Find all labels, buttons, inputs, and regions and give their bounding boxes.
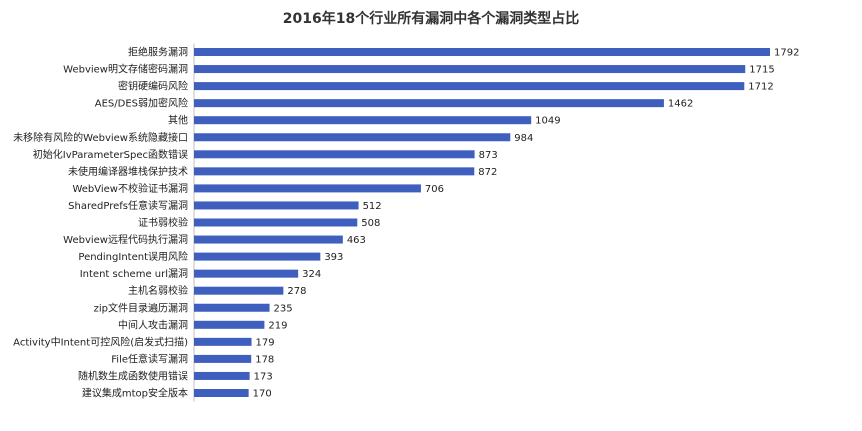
value-label: 393 — [324, 252, 343, 263]
bar — [194, 65, 746, 74]
value-label: 1712 — [748, 82, 773, 93]
value-label: 1462 — [668, 99, 693, 110]
value-label: 872 — [478, 167, 497, 178]
category-label: 主机名弱校验 — [128, 284, 188, 297]
bar — [194, 48, 770, 56]
category-label: PendingIntent误用风险 — [78, 250, 188, 263]
bar — [194, 235, 343, 244]
bars-group: 拒绝服务漏洞 1792 Webview明文存储密码漏洞 1715 密钥硬编码风险 1712… — [13, 46, 799, 400]
bar — [194, 337, 252, 346]
category-label: File任意读写漏洞 — [111, 352, 188, 365]
category-label: Activity中Intent可控风险(启发式扫描) — [13, 335, 188, 348]
bar — [194, 354, 252, 363]
bar — [194, 82, 745, 91]
category-label: 未移除有风险的Webview系统隐藏接口 — [13, 131, 188, 144]
value-label: 179 — [256, 337, 275, 348]
value-label: 235 — [274, 303, 293, 314]
category-label: Intent scheme url漏洞 — [80, 268, 188, 280]
category-label: AES/DES弱加密风险 — [95, 97, 188, 110]
value-label: 324 — [302, 269, 321, 280]
bar — [194, 167, 475, 176]
category-label: zip文件目录遍历漏洞 — [94, 301, 188, 314]
bar — [194, 184, 421, 193]
value-label: 170 — [253, 389, 272, 400]
category-label: SharedPrefs任意读写漏洞 — [68, 199, 188, 212]
value-label: 1049 — [535, 116, 560, 127]
bar — [194, 320, 265, 329]
category-label: 其他 — [168, 114, 188, 127]
value-label: 1792 — [774, 48, 799, 59]
value-label: 873 — [479, 150, 498, 161]
category-label: 中间人攻击漏洞 — [118, 318, 188, 331]
bar — [194, 116, 532, 125]
bar — [194, 201, 359, 210]
category-label: Webview远程代码执行漏洞 — [63, 233, 188, 246]
category-label: 密钥硬编码风险 — [118, 80, 188, 93]
value-label: 178 — [255, 354, 274, 365]
category-label: Webview明文存储密码漏洞 — [63, 63, 188, 76]
bar — [194, 286, 284, 295]
category-label: 初始化IvParameterSpec函数错误 — [33, 148, 188, 161]
value-label: 463 — [347, 235, 366, 246]
category-label: 随机数生成函数使用错误 — [78, 369, 188, 382]
bar — [194, 218, 358, 227]
value-label: 219 — [268, 320, 287, 331]
category-label: 建议集成mtop安全版本 — [82, 387, 188, 400]
value-label: 706 — [425, 184, 444, 195]
value-label: 512 — [363, 201, 382, 212]
bar — [194, 133, 511, 142]
category-label: 证书弱校验 — [138, 216, 188, 229]
category-label: 拒绝服务漏洞 — [128, 46, 188, 59]
bar — [194, 99, 664, 108]
category-label: WebView不校验证书漏洞 — [72, 182, 188, 195]
bar — [194, 252, 321, 261]
category-label: 未使用编译器堆栈保护技术 — [68, 165, 188, 178]
value-label: 1715 — [749, 65, 774, 76]
bar — [194, 389, 249, 397]
value-label: 278 — [287, 286, 306, 297]
value-label: 984 — [514, 133, 533, 144]
bar — [194, 150, 475, 159]
chart-title: 2016年18个行业所有漏洞中各个漏洞类型占比 — [282, 11, 580, 27]
bar — [194, 303, 270, 312]
bar — [194, 269, 299, 278]
value-label: 173 — [254, 371, 273, 382]
bar — [194, 371, 250, 380]
value-label: 508 — [361, 218, 380, 229]
